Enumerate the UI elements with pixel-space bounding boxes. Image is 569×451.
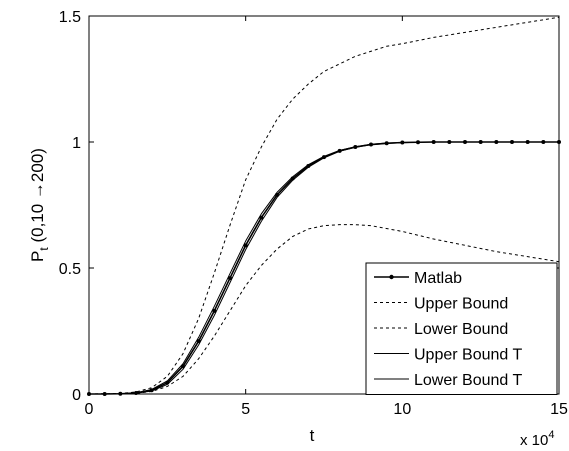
y-axis-label: Pt (0,10 →200) bbox=[28, 148, 51, 262]
series-line bbox=[89, 141, 559, 395]
y-tick-label: 0 bbox=[72, 387, 81, 404]
series-lower-bound-t bbox=[89, 141, 559, 395]
legend-label: Matlab bbox=[414, 270, 462, 287]
legend-label: Lower Bound T bbox=[414, 372, 522, 389]
data-point bbox=[259, 215, 264, 220]
series-line bbox=[88, 224, 560, 395]
y-axis-label-main: P bbox=[28, 251, 47, 262]
x-tick-label: 15 bbox=[550, 401, 568, 418]
axis-ticks: 0 5 10 15 0 0.5 1 1.5 bbox=[59, 9, 568, 418]
x-tick-label: 0 bbox=[85, 401, 94, 418]
x-tick-label: 10 bbox=[393, 401, 411, 418]
series-upper-bound bbox=[88, 16, 560, 395]
y-axis-label-rest: (0,10 →200) bbox=[28, 148, 47, 247]
legend-box bbox=[365, 262, 558, 395]
legend-item: Upper Bound bbox=[374, 296, 508, 313]
legend-label: Upper Bound bbox=[414, 296, 508, 313]
y-axis-label-subscript: t bbox=[37, 247, 51, 251]
data-point bbox=[243, 243, 248, 248]
x-tick-label: 5 bbox=[241, 401, 250, 418]
legend-label: Upper Bound T bbox=[414, 347, 522, 364]
data-point bbox=[228, 276, 232, 281]
legend-label: Lower Bound bbox=[414, 321, 508, 338]
legend: Matlab Upper Bound Lower Bound Upper Bound … bbox=[365, 262, 558, 395]
data-point bbox=[212, 308, 217, 313]
series-layer bbox=[87, 16, 561, 396]
y-tick-label: 1 bbox=[72, 135, 81, 152]
y-tick-label: 0.5 bbox=[59, 261, 81, 278]
x-axis-exponent-base: x 10 bbox=[520, 432, 548, 449]
legend-item: Matlab bbox=[374, 270, 462, 287]
x-axis-exponent-power: 4 bbox=[548, 429, 554, 441]
series-line bbox=[88, 16, 560, 395]
x-axis-exponent-label: x 104 bbox=[520, 429, 554, 449]
x-axis-label: t bbox=[310, 426, 315, 445]
legend-item: Lower Bound T bbox=[374, 372, 522, 389]
legend-item: Upper Bound T bbox=[374, 347, 522, 364]
legend-marker bbox=[389, 274, 394, 280]
y-tick-label: 1.5 bbox=[59, 9, 81, 26]
series-lower-bound bbox=[88, 224, 560, 395]
legend-item: Lower Bound bbox=[374, 321, 508, 338]
